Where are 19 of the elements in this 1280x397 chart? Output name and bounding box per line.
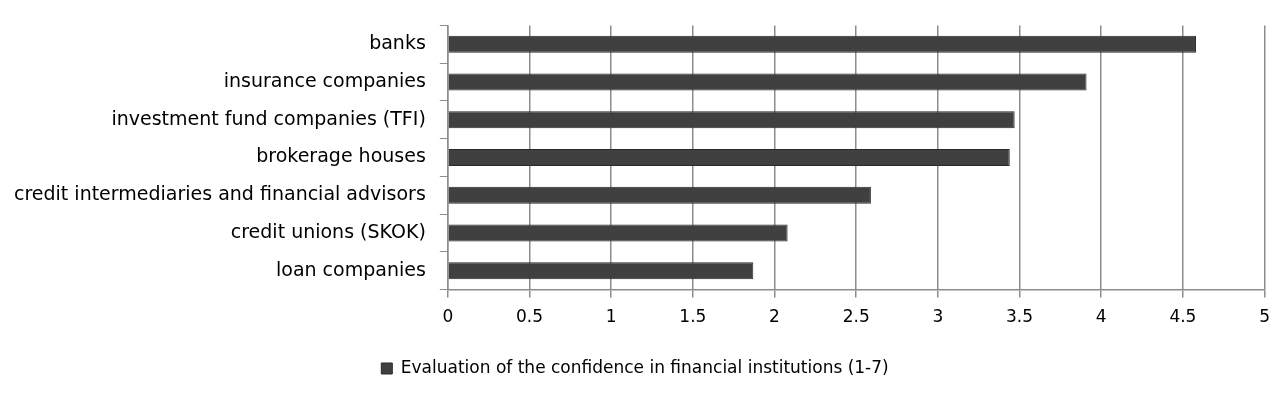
x-tick-label: 5: [1259, 306, 1271, 327]
x-tick-label: 4: [1095, 306, 1107, 327]
x-tick-label: 1: [605, 306, 617, 327]
y-tick-label: credit intermediaries and financial advisors: [13, 182, 426, 205]
x-tick-label: 3.5: [1006, 306, 1034, 327]
y-tick-label: brokerage houses: [256, 144, 426, 167]
y-tick-label: banks: [369, 31, 426, 54]
x-tick-label: 1.5: [679, 306, 707, 327]
y-tick-label: loan companies: [275, 257, 426, 280]
x-tick-label: 4.5: [1169, 306, 1197, 327]
x-tick-label: 3: [932, 306, 944, 327]
x-tick-label: 2.5: [842, 306, 870, 327]
y-tick-label: credit unions (SKOK): [230, 219, 426, 242]
legend-label: Evaluation of the confidence in financial institutions (1-7): [400, 356, 889, 377]
y-tick-label: insurance companies: [223, 68, 426, 91]
x-tick-label: 0.5: [515, 306, 544, 327]
x-tick-label: 2: [769, 306, 780, 327]
x-tick-label: 0: [442, 306, 454, 327]
y-tick-label: investment fund companies (TFI): [111, 106, 426, 129]
